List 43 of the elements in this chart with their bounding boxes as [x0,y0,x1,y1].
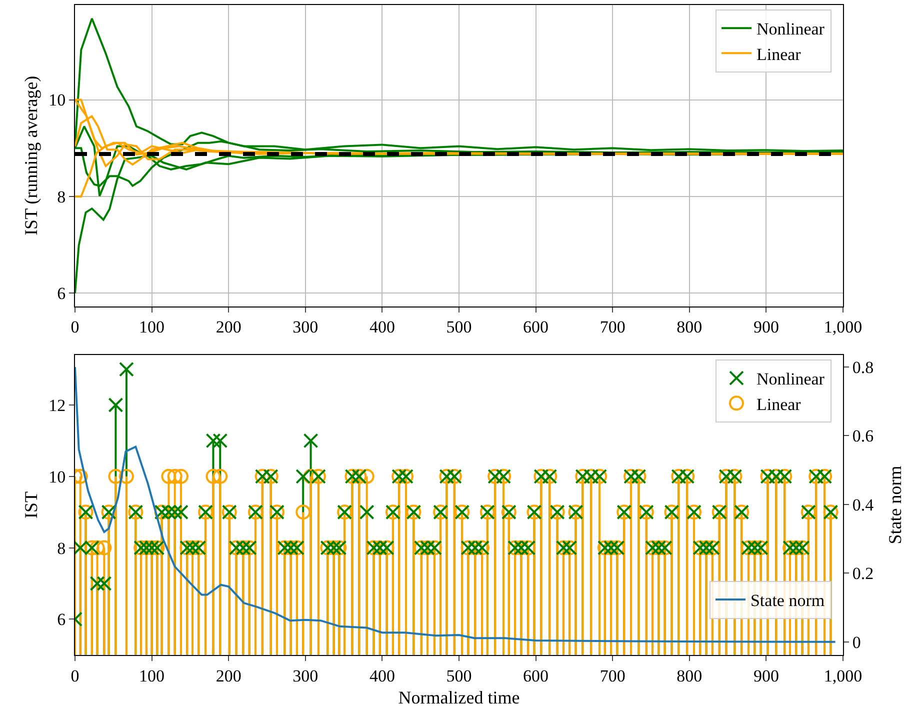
y-tick-label: 8 [57,187,66,206]
legend-label: State norm [750,591,825,610]
y2-tick-label: 0.2 [852,564,874,584]
x-tick-label: 700 [600,666,626,686]
legend-label: Linear [756,394,802,414]
y2-tick-label: 0.8 [852,358,874,377]
x-tick-label: 900 [753,666,779,686]
y-tick-label: 10 [48,90,66,110]
x-tick-label: 500 [446,318,472,337]
x-tick-label: 800 [676,318,702,337]
x-tick-label: 0 [70,666,80,686]
x-tick-label: 500 [446,666,472,686]
x-tick-label: 900 [753,318,779,337]
y2-tick-label: 0.6 [852,426,874,446]
y2-tick-label: 0 [852,632,861,652]
x-tick-label: 300 [292,318,318,337]
x-tick-label: 600 [523,666,549,686]
x-axis-title: Normalized time [398,687,520,708]
y-axis-title: IST [20,491,41,518]
x-tick-label: 600 [523,318,549,337]
x-tick-label: 0 [70,318,80,337]
y-tick-label: 6 [57,284,66,304]
x-tick-label: 100 [139,318,165,337]
x-tick-label: 200 [216,666,242,686]
x-tick-label: 100 [139,666,165,686]
x-tick-label: 400 [369,318,395,337]
legend-label: Nonlinear [756,370,825,389]
x-tick-label: 800 [676,666,702,686]
y-axis-title: IST (running average) [20,76,41,236]
y2-axis-title: State norm [885,466,906,544]
x-tick-label: 300 [292,666,318,686]
y-tick-label: 12 [48,396,66,415]
y-tick-label: 8 [57,538,66,558]
x-tick-label: 200 [216,318,242,337]
y2-tick-label: 0.4 [852,495,874,514]
y-tick-label: 6 [57,610,66,630]
x-tick-label: 1,000 [824,318,862,337]
legend-label: Nonlinear [756,20,825,39]
y-tick-label: 10 [48,467,66,486]
x-tick-label: 1,000 [824,666,862,686]
legend-label: Linear [756,44,802,64]
x-tick-label: 700 [600,318,626,337]
x-tick-label: 400 [369,666,395,686]
